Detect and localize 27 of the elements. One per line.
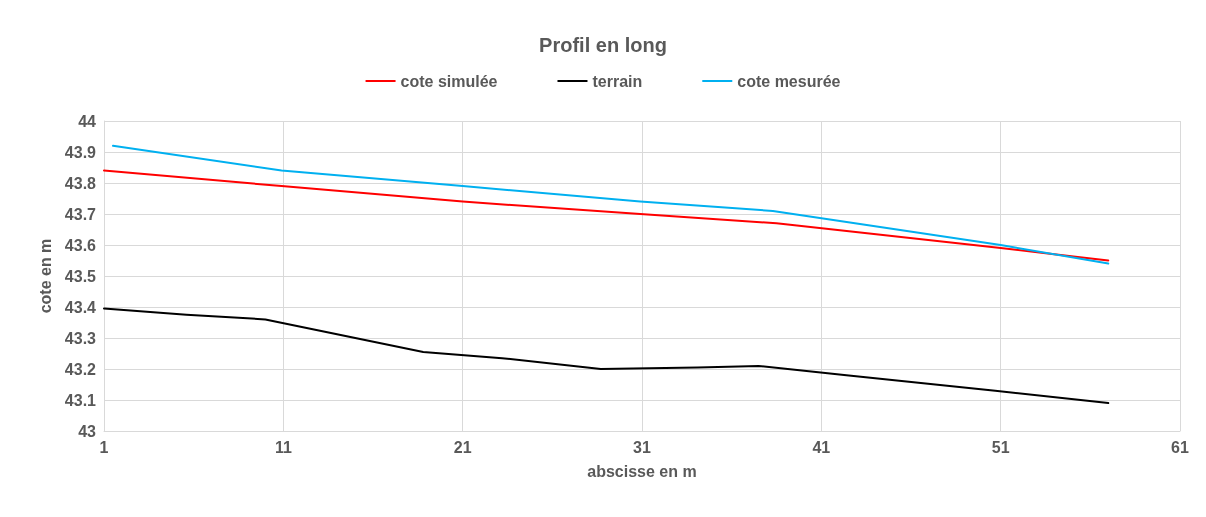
legend-label: cote simulée (400, 72, 498, 90)
x-tick-label: 41 (812, 438, 831, 456)
x-tick-label: 11 (274, 438, 292, 456)
y-tick-label: 43.5 (64, 267, 97, 285)
y-tick-label: 43.8 (64, 174, 97, 192)
y-tick-label: 43.4 (64, 298, 97, 316)
y-axis-title: cote en m (37, 238, 55, 314)
y-tick-label: 44 (78, 112, 97, 130)
x-axis-title: abscisse en m (587, 462, 697, 480)
y-tick-label: 43.3 (64, 329, 97, 347)
y-tick-label: 43.1 (64, 391, 97, 409)
y-tick-label: 43 (78, 422, 97, 440)
legend-label: cote mesurée (737, 72, 841, 90)
x-tick-label: 21 (453, 438, 472, 456)
x-tick-label: 61 (1171, 438, 1189, 456)
legend-label: terrain (592, 72, 643, 90)
chart-title: Profil en long (539, 34, 667, 56)
y-tick-label: 43.9 (64, 143, 97, 161)
line-series (111, 144, 1110, 265)
x-tick-label: 31 (633, 438, 651, 456)
x-tick-label: 1 (99, 438, 109, 456)
line-series (103, 307, 1110, 405)
y-tick-label: 43.2 (64, 360, 97, 378)
x-tick-label: 51 (991, 438, 1010, 456)
y-tick-label: 43.7 (64, 205, 97, 223)
y-tick-label: 43.6 (64, 236, 97, 254)
line-series (103, 169, 1110, 262)
